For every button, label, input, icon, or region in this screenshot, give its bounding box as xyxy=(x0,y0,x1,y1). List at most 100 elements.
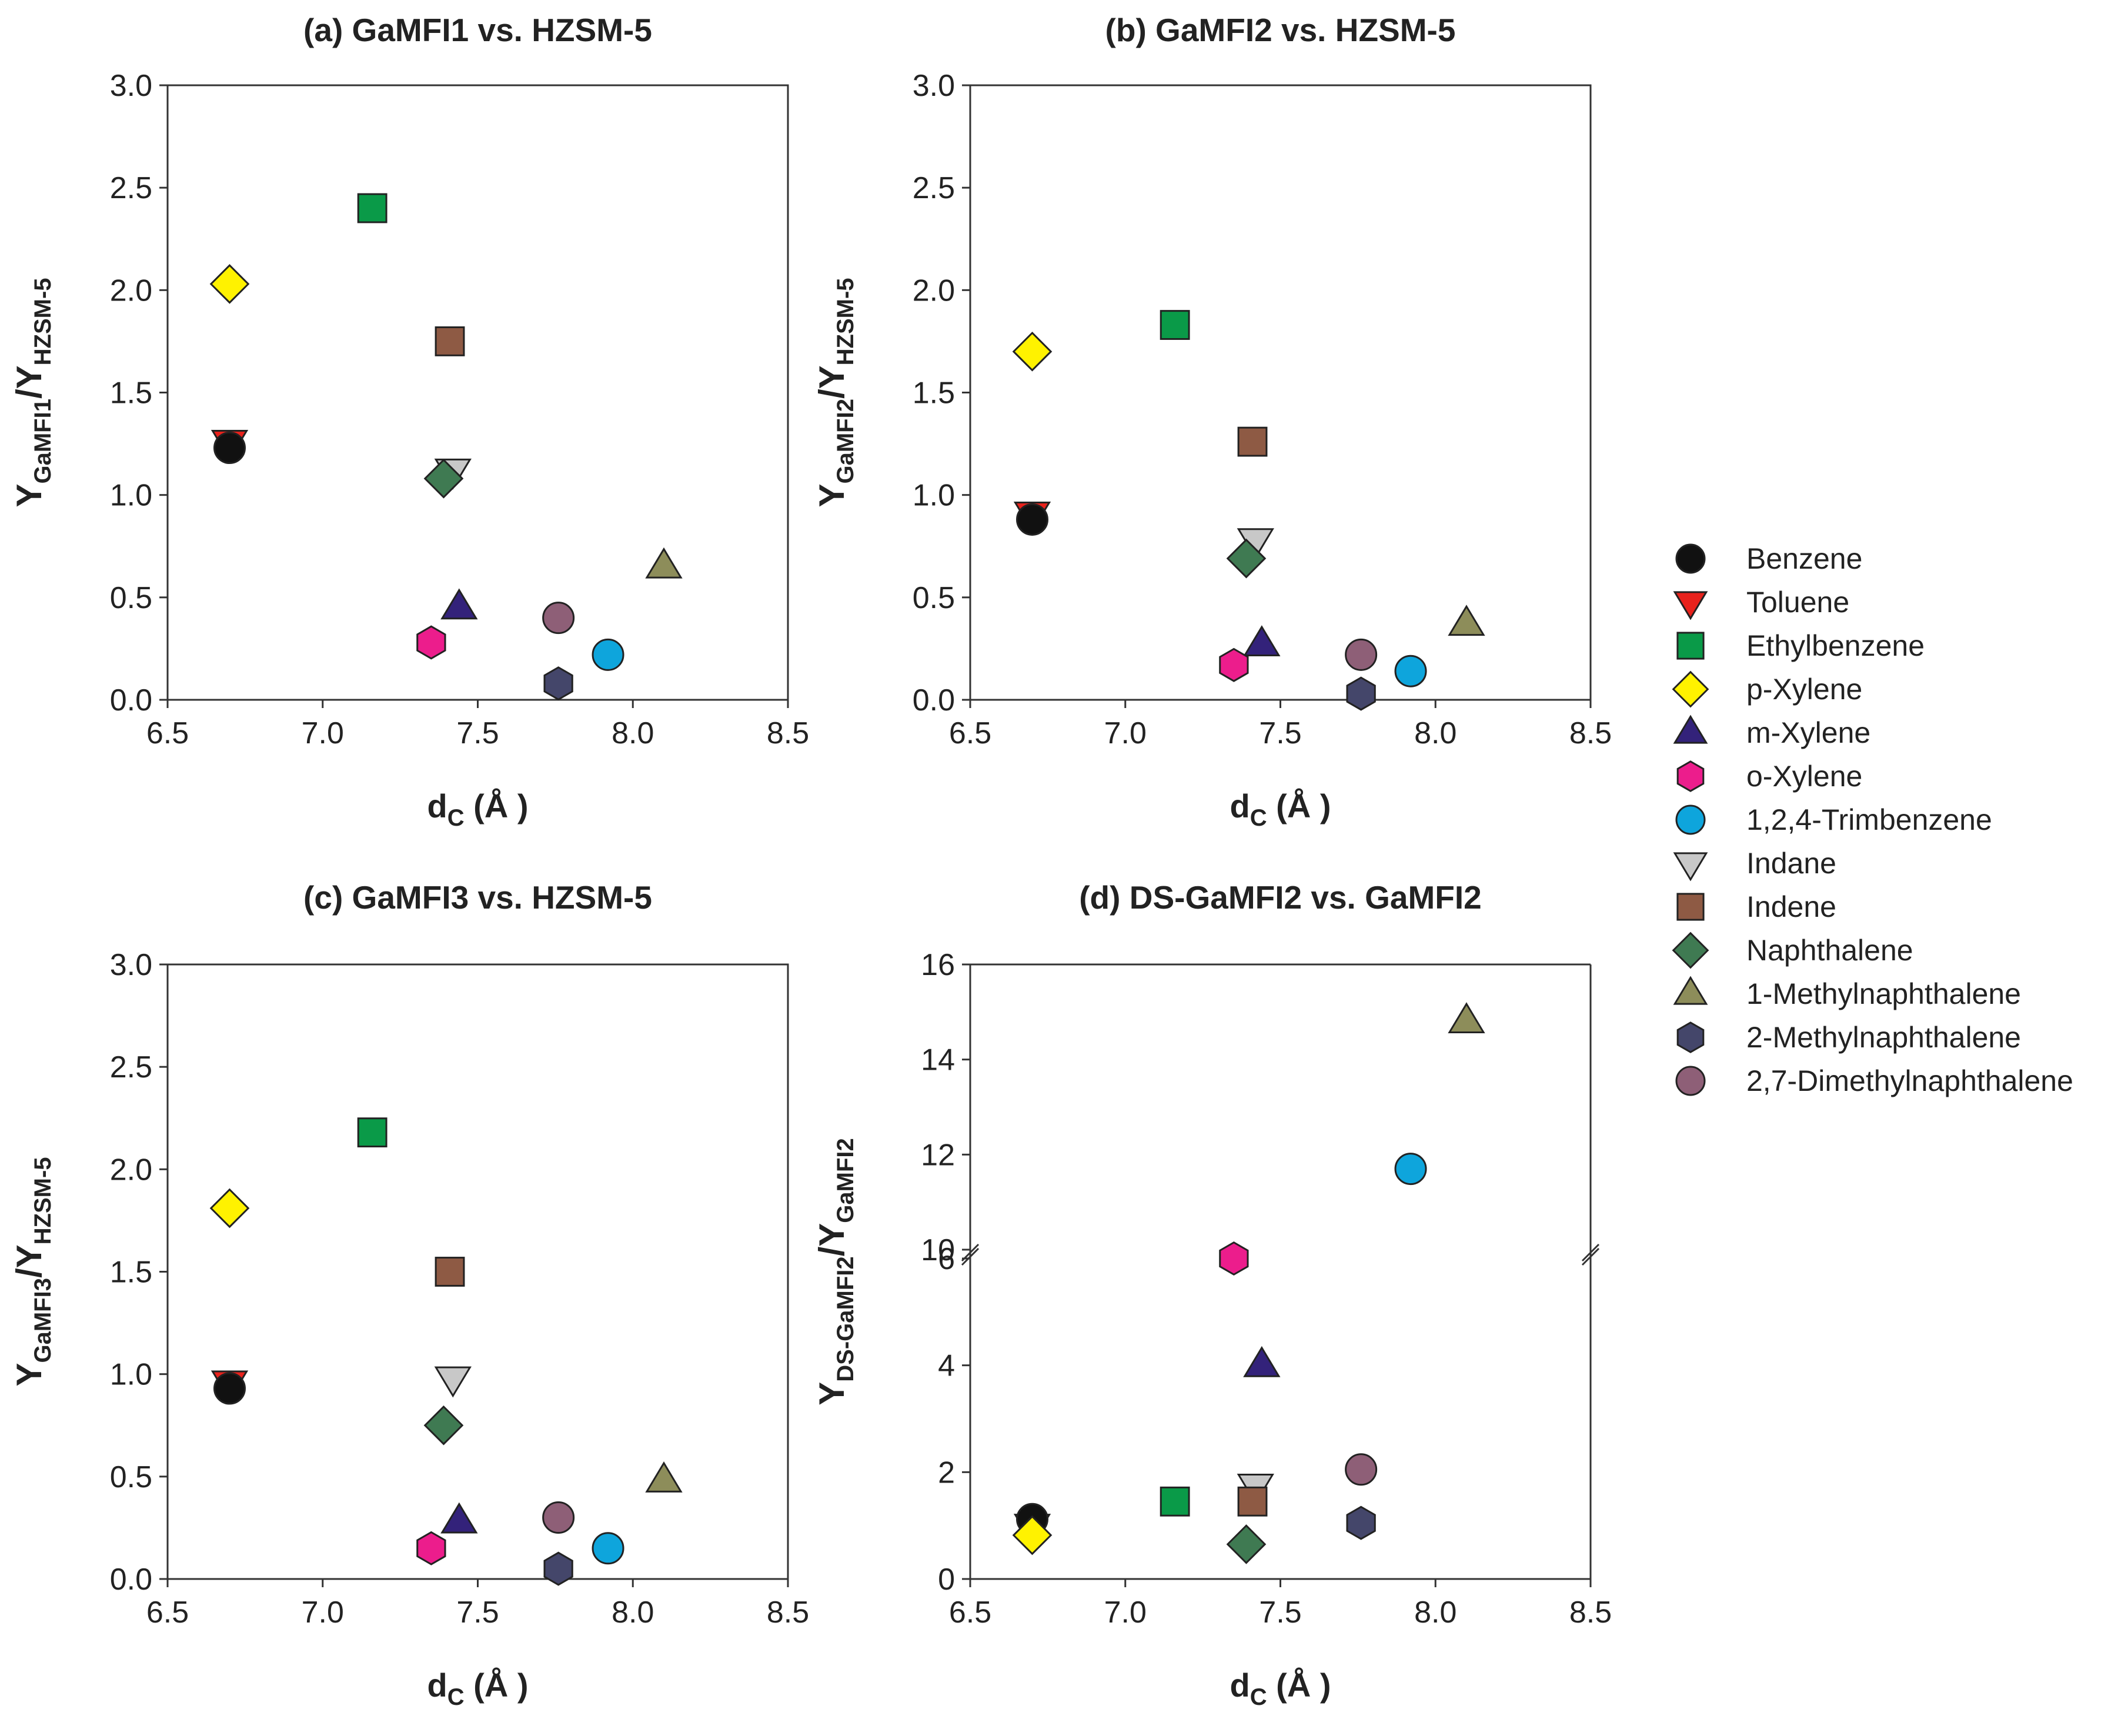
x-tick-label: 8.0 xyxy=(1414,1595,1456,1630)
point-indene xyxy=(435,326,465,356)
x-tick-label: 8.5 xyxy=(767,716,809,750)
point-1-methylnaphthalene xyxy=(1448,1002,1485,1034)
plot-frame xyxy=(961,963,1600,1580)
x-tick-label: 7.0 xyxy=(302,1595,344,1630)
legend-label-indane: Indane xyxy=(1746,847,1836,880)
x-tick-label: 8.5 xyxy=(1569,1595,1612,1630)
legend-marker-2-methylnaphthalene xyxy=(1676,1021,1705,1053)
point-p-xylene xyxy=(209,1188,250,1228)
legend-label-1-2-4-trimbenzene: 1,2,4-Trimbenzene xyxy=(1746,803,1992,836)
point-o-xylene xyxy=(1219,647,1249,682)
x-axis-label: dC (Å ) xyxy=(1230,1667,1331,1710)
point-m-xylene xyxy=(1243,1346,1281,1377)
y-tick-label: 12 xyxy=(921,1138,955,1172)
legend-marker-benzene xyxy=(1675,543,1706,574)
legend-label-m-xylene: m-Xylene xyxy=(1746,716,1870,749)
point-1-2-4-trimbenzene xyxy=(1394,655,1427,687)
y-tick-label: 2.5 xyxy=(110,1050,152,1084)
point-m-xylene xyxy=(440,588,478,620)
point-2-methylnaphthalene xyxy=(1346,1505,1376,1540)
legend-marker-toluene xyxy=(1673,591,1708,620)
legend-label-2-7-dimethylnaphthalene: 2,7-Dimethylnaphthalene xyxy=(1746,1064,2073,1097)
point-m-xylene xyxy=(1243,625,1281,656)
y-tick-label: 0.5 xyxy=(913,581,955,615)
point-o-xylene xyxy=(416,1531,446,1565)
point-ethylbenzene xyxy=(1160,310,1190,340)
y-tick-label: 1.0 xyxy=(913,479,955,513)
point-2-7-dimethylnaphthalene xyxy=(1345,1453,1378,1486)
legend-marker-naphthalene xyxy=(1672,932,1709,969)
point-indane xyxy=(434,1366,472,1398)
point-o-xylene xyxy=(1219,1241,1249,1276)
legend-marker-1-methylnaphthalene xyxy=(1673,976,1708,1005)
legend-marker-m-xylene xyxy=(1673,715,1708,744)
y-tick-label: 0.0 xyxy=(110,683,152,717)
legend-label-naphthalene: Naphthalene xyxy=(1746,934,1913,967)
x-tick-label: 8.0 xyxy=(612,1595,654,1630)
legend-label-toluene: Toluene xyxy=(1746,586,1849,619)
point-o-xylene xyxy=(416,625,446,660)
point-1-2-4-trimbenzene xyxy=(1394,1153,1427,1186)
panel-c: (c) GaMFI3 vs. HZSM-5 6.5 7.0 7.5 8.0 8.5 0.0 0… xyxy=(9,879,809,1710)
y-tick-label: 0.0 xyxy=(913,683,955,717)
legend-marker-2-7-dimethylnaphthalene xyxy=(1675,1066,1706,1096)
plot-frame xyxy=(166,84,789,701)
legend-label-ethylbenzene: Ethylbenzene xyxy=(1746,629,1925,662)
point-1-2-4-trimbenzene xyxy=(592,1532,624,1565)
point-2-7-dimethylnaphthalene xyxy=(1345,638,1378,671)
x-tick-label: 6.5 xyxy=(146,716,189,750)
legend-label-2-methylnaphthalene: 2-Methylnaphthalene xyxy=(1746,1021,2021,1054)
legend-label-indene: Indene xyxy=(1746,890,1836,923)
x-axis-label: dC (Å ) xyxy=(427,787,529,831)
point-2-7-dimethylnaphthalene xyxy=(542,1501,575,1534)
y-tick-label: 1.5 xyxy=(110,376,152,410)
y-tick-label: 0 xyxy=(938,1563,955,1597)
point-indene xyxy=(1237,426,1268,457)
point-benzene xyxy=(213,432,246,465)
x-tick-label: 6.5 xyxy=(949,716,991,750)
point-2-methylnaphthalene xyxy=(543,666,573,701)
y-axis-label: YGaMFI2/YHZSM-5 xyxy=(812,278,858,507)
x-tick-label: 8.5 xyxy=(1569,716,1612,750)
point-m-xylene xyxy=(440,1502,478,1534)
point-2-methylnaphthalene xyxy=(543,1551,573,1586)
plot-frame xyxy=(969,84,1592,701)
x-tick-label: 7.0 xyxy=(302,716,344,750)
point-benzene xyxy=(213,1372,246,1405)
plot-frame xyxy=(166,963,789,1580)
point-ethylbenzene xyxy=(357,1117,387,1148)
x-tick-label: 7.5 xyxy=(1259,1595,1301,1630)
y-tick-label: 2.0 xyxy=(110,273,152,308)
panel-title: (a) GaMFI1 vs. HZSM-5 xyxy=(303,12,652,48)
x-tick-label: 7.0 xyxy=(1104,716,1147,750)
y-axis-label: YGaMFI3/YHZSM-5 xyxy=(9,1157,56,1386)
legend-label-p-xylene: p-Xylene xyxy=(1746,673,1862,706)
x-tick-label: 7.0 xyxy=(1104,1595,1147,1630)
x-tick-label: 7.5 xyxy=(1259,716,1301,750)
point-naphthalene xyxy=(1226,1524,1267,1564)
point-2-methylnaphthalene xyxy=(1346,676,1376,711)
y-tick-label: 3.0 xyxy=(110,69,152,103)
legend-marker-o-xylene xyxy=(1676,760,1705,792)
x-tick-label: 6.5 xyxy=(949,1595,991,1630)
y-tick-label: 4 xyxy=(938,1349,955,1383)
panel-b: (b) GaMFI2 vs. HZSM-5 6.5 7.0 7.5 8.0 8.5 0.0 0… xyxy=(812,12,1612,831)
point-benzene xyxy=(1016,503,1048,536)
y-tick-label: 3.0 xyxy=(110,948,152,982)
y-tick-label: 6 xyxy=(938,1242,955,1276)
point-1-methylnaphthalene xyxy=(645,547,683,579)
y-tick-label: 3.0 xyxy=(913,69,955,103)
legend-marker-indane xyxy=(1673,852,1708,882)
x-axis-label: dC (Å ) xyxy=(427,1667,529,1710)
panel-a: (a) GaMFI1 vs. HZSM-5 6.5 7.0 7.5 8.0 8.5 0.0 0… xyxy=(9,12,809,831)
point-ethylbenzene xyxy=(1160,1486,1190,1517)
point-naphthalene xyxy=(423,458,464,499)
point-2-7-dimethylnaphthalene xyxy=(542,602,575,635)
y-tick-label: 0.0 xyxy=(110,1563,152,1597)
y-tick-label: 2.5 xyxy=(110,171,152,205)
x-tick-label: 8.5 xyxy=(767,1595,809,1630)
panel-d: (d) DS-GaMFI2 vs. GaMFI2 6.5 7.0 7.5 8.0 8.5 0… xyxy=(812,879,1612,1710)
point-p-xylene xyxy=(209,264,250,304)
y-tick-label: 14 xyxy=(921,1043,955,1077)
point-1-2-4-trimbenzene xyxy=(592,638,624,671)
